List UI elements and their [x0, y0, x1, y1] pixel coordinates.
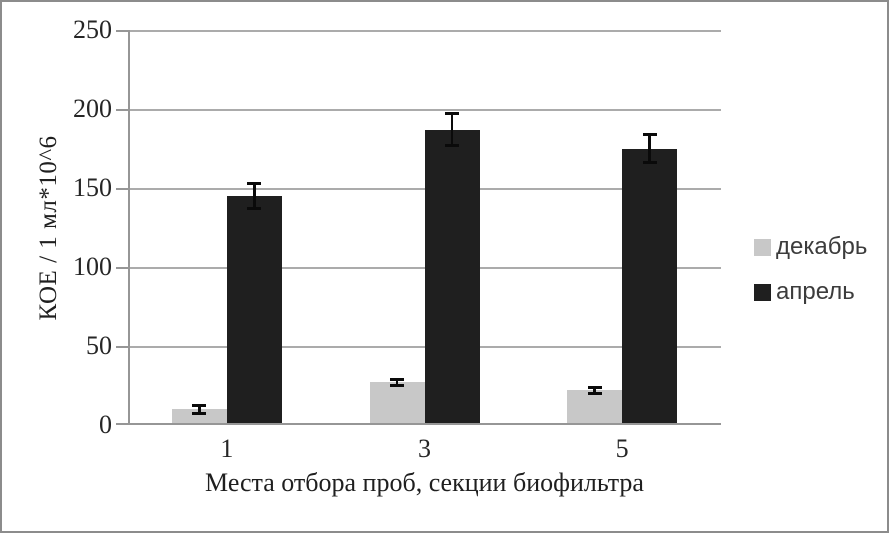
bar-aprel-5 [622, 148, 678, 423]
y-axis-tick [116, 30, 128, 32]
y-tick-label: 200 [73, 94, 112, 123]
gridline [128, 30, 721, 32]
legend: декабрь апрель [754, 234, 867, 305]
y-tick-label: 50 [86, 331, 112, 360]
error-bar-line [648, 134, 651, 163]
y-axis-line [128, 30, 130, 425]
x-axis-title: Места отбора проб, секции биофильтра [205, 468, 644, 497]
error-bar-cap [390, 377, 404, 381]
error-bar-cap [390, 384, 404, 387]
y-tick-label: 0 [99, 410, 112, 439]
error-bar-cap [445, 112, 459, 116]
legend-label-aprel: апрель [776, 278, 855, 305]
error-bar-cap [445, 143, 459, 147]
error-bar-line [395, 379, 399, 386]
y-axis-tick [116, 109, 128, 111]
y-axis-tick-labels: 0 50 100 150 200 250 [2, 15, 112, 439]
error-bar-cap [192, 411, 207, 415]
plot-area [116, 30, 721, 425]
error-bar-cap [247, 181, 262, 185]
bar-dekabr-5 [567, 390, 623, 423]
y-tick-label: 100 [73, 252, 112, 281]
x-tick-label: 3 [417, 434, 431, 463]
error-bar-cap [192, 403, 207, 407]
x-axis-line [116, 423, 721, 425]
y-axis-tick [116, 346, 128, 348]
bar-dekabr-3 [369, 382, 425, 423]
bar-aprel-1 [226, 195, 282, 423]
error-bar-cap [247, 207, 262, 211]
y-tick-label: 250 [73, 15, 112, 44]
legend-item-aprel: апрель [754, 279, 867, 305]
y-axis-tick [116, 267, 128, 269]
legend-swatch-aprel [754, 283, 771, 301]
x-axis-tick-labels: 1 3 5 [128, 432, 721, 466]
bar-dekabr-1 [171, 409, 227, 423]
y-tick-label: 150 [73, 173, 112, 202]
y-axis-tick [116, 188, 128, 190]
error-bar-cap [642, 132, 657, 136]
error-bar-line [253, 183, 256, 209]
error-bar-cap [642, 161, 657, 165]
legend-label-dekabr: декабрь [776, 233, 868, 260]
error-bar-cap [587, 391, 602, 395]
x-tick-label: 5 [615, 434, 629, 463]
x-tick-label: 1 [220, 434, 234, 463]
bar-aprel-3 [424, 129, 480, 423]
error-bar-line [593, 387, 596, 394]
legend-item-dekabr: декабрь [754, 234, 867, 260]
legend-swatch-dekabr [754, 238, 771, 256]
error-bar-line [198, 405, 201, 414]
error-bar-line [450, 113, 454, 146]
gridline [128, 109, 721, 111]
error-bar-cap [587, 385, 602, 389]
